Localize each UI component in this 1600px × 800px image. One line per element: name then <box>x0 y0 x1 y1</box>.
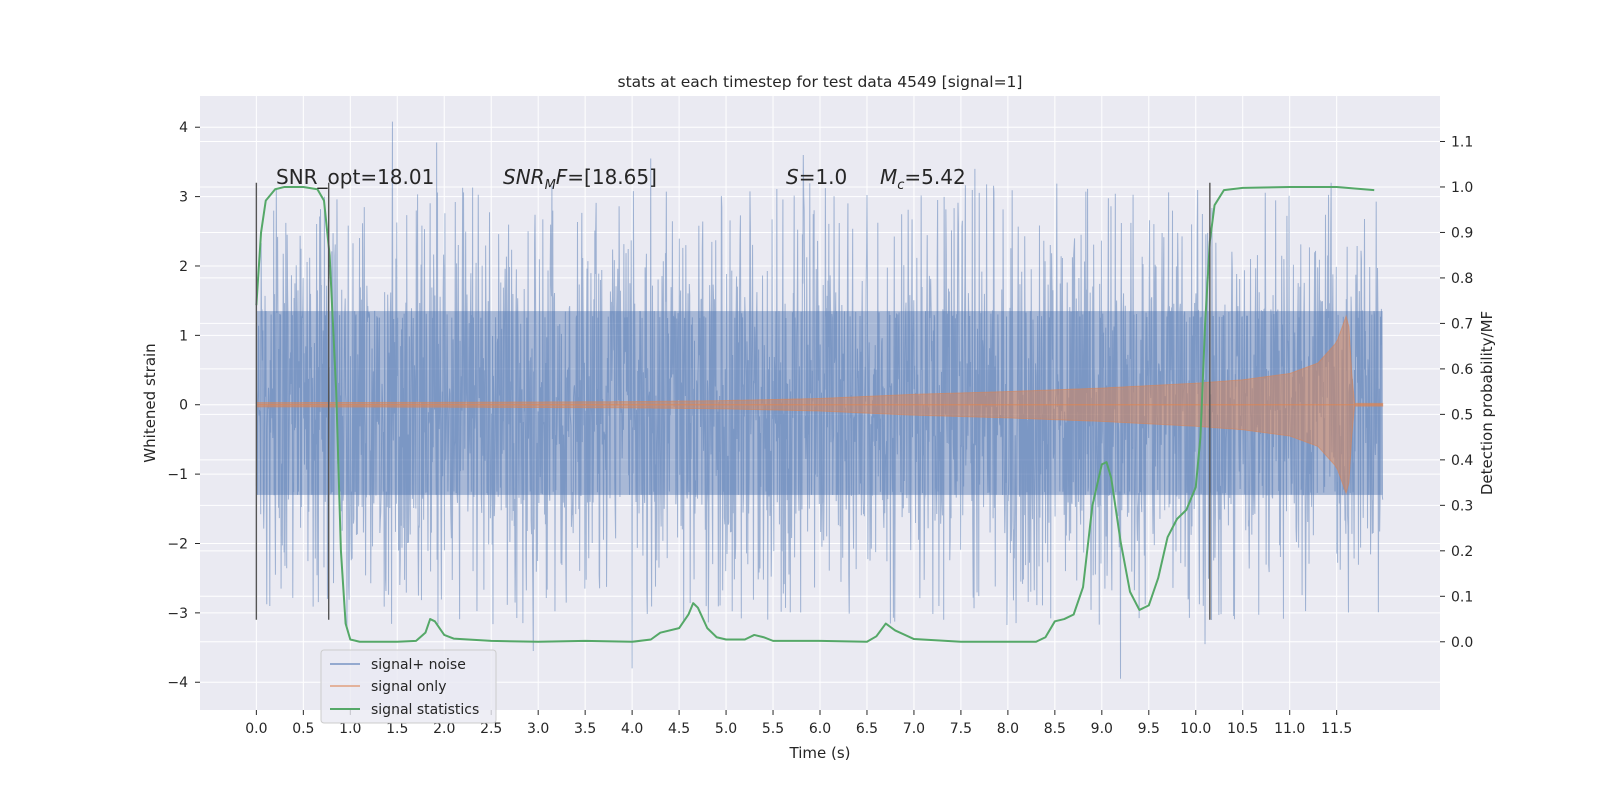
y-right-tick-label: 1.0 <box>1451 180 1473 196</box>
y-right-tick-label: 0.8 <box>1451 271 1473 287</box>
y-right-tick-label: 0.4 <box>1451 453 1473 469</box>
x-tick-label: 11.0 <box>1274 721 1305 737</box>
annotation-s: S=1.0 <box>786 165 847 189</box>
x-tick-label: 2.5 <box>480 721 502 737</box>
legend-label-signal-noise: signal+ noise <box>371 657 466 673</box>
y-left-tick-label: −3 <box>167 606 188 622</box>
y-left-tick-label: −2 <box>167 536 188 552</box>
x-tick-label: 3.0 <box>527 721 549 737</box>
legend: signal+ noise signal only signal statist… <box>320 649 497 724</box>
x-tick-label: 6.5 <box>856 721 878 737</box>
legend-label-signal-only: signal only <box>371 679 446 695</box>
left-axis-ticks: −4 −3 −2 −1 0 1 2 3 4 <box>167 120 200 691</box>
right-axis-ticks: 0.0 0.1 0.2 0.3 0.4 0.5 0.6 0.7 0.8 0.9 1.0 1.1 <box>1440 134 1473 651</box>
y-right-tick-label: 0.0 <box>1451 635 1473 651</box>
y-right-tick-label: 0.6 <box>1451 362 1473 378</box>
legend-box <box>320 649 497 724</box>
horizontal-gridlines <box>200 126 1440 683</box>
x-tick-label: 2.0 <box>433 721 455 737</box>
x-tick-label: 4.5 <box>668 721 690 737</box>
x-tick-label: 9.5 <box>1138 721 1160 737</box>
y-right-tick-label: 0.2 <box>1451 544 1473 560</box>
y-left-tick-label: 3 <box>179 190 188 206</box>
y-right-tick-label: 0.3 <box>1451 498 1473 514</box>
x-tick-label: 7.5 <box>950 721 972 737</box>
annotations: SNR_opt=18.01 SNRMF=[18.65] S=1.0 Mc=5.4… <box>276 165 966 193</box>
x-tick-label: 4.0 <box>621 721 643 737</box>
y-left-tick-label: 1 <box>179 328 188 344</box>
x-tick-label: 10.0 <box>1180 721 1211 737</box>
series-signal-statistics <box>255 185 1375 643</box>
x-tick-label: 11.5 <box>1321 721 1352 737</box>
x-tick-label: 6.0 <box>809 721 831 737</box>
x-tick-label: 0.0 <box>245 721 267 737</box>
y-left-tick-label: 2 <box>179 259 188 275</box>
y-left-tick-label: 4 <box>179 120 188 136</box>
x-tick-label: 10.5 <box>1227 721 1258 737</box>
y-right-tick-label: 1.1 <box>1451 134 1473 150</box>
y-left-tick-label: −1 <box>167 467 188 483</box>
y-right-tick-label: 0.9 <box>1451 225 1473 241</box>
x-tick-label: 5.0 <box>715 721 737 737</box>
chart-title: stats at each timestep for test data 454… <box>618 73 1023 91</box>
legend-label-signal-statistics: signal statistics <box>371 702 479 718</box>
x-axis-ticks: 0.0 0.5 1.0 1.5 2.0 2.5 3.0 3.5 4.0 4.5 5.0 5.5 6.0 6… <box>245 710 1352 737</box>
x-tick-label: 8.5 <box>1044 721 1066 737</box>
x-tick-label: 9.0 <box>1091 721 1113 737</box>
x-tick-label: 5.5 <box>762 721 784 737</box>
plot-series <box>255 121 1384 679</box>
annotation-snr-opt: SNR_opt=18.01 <box>276 165 434 189</box>
annotation-snr-mf: SNRMF=[18.65] <box>503 165 657 193</box>
y-right-tick-label: 0.7 <box>1451 316 1473 332</box>
series-signal-noise <box>255 121 1384 679</box>
right-axis-label: Detection probability/MF <box>1478 311 1496 495</box>
x-tick-label: 1.0 <box>339 721 361 737</box>
y-right-tick-label: 0.5 <box>1451 407 1473 423</box>
annotation-mc: Mc=5.42 <box>880 165 966 193</box>
y-left-tick-label: −4 <box>167 675 188 691</box>
y-left-tick-label: 0 <box>179 398 188 414</box>
x-tick-label: 7.0 <box>903 721 925 737</box>
x-tick-label: 1.5 <box>386 721 408 737</box>
x-axis-label: Time (s) <box>789 744 851 762</box>
x-tick-label: 8.0 <box>997 721 1019 737</box>
x-tick-label: 0.5 <box>292 721 314 737</box>
vertical-markers <box>255 182 1211 620</box>
x-tick-label: 3.5 <box>574 721 596 737</box>
y-right-tick-label: 0.1 <box>1451 589 1473 605</box>
left-axis-label: Whitened strain <box>141 343 159 462</box>
